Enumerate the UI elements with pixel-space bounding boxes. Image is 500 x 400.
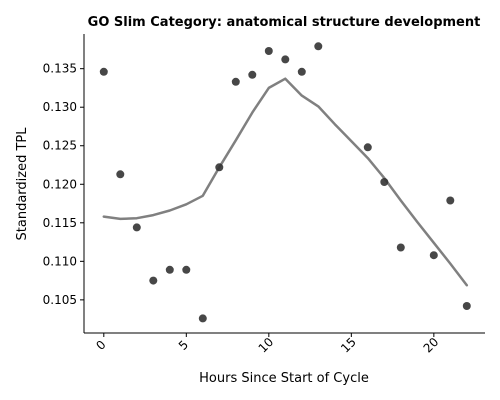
x-tick-label: 20 (421, 335, 442, 356)
data-point (116, 170, 125, 179)
data-point (462, 302, 471, 310)
data-point (396, 243, 405, 252)
data-point (99, 67, 108, 76)
data-point (297, 67, 306, 76)
data-point (248, 70, 257, 79)
y-tick-label: 0.105 (43, 293, 77, 307)
y-axis-label: Standardized TPL (15, 127, 30, 241)
x-tick-label: 15 (338, 335, 359, 356)
x-tick-label: 10 (256, 335, 277, 356)
y-tick-label: 0.125 (43, 139, 77, 153)
data-point (446, 196, 455, 205)
data-point (380, 178, 389, 186)
data-point (281, 55, 290, 64)
x-axis-label: Hours Since Start of Cycle (199, 371, 369, 386)
y-tick-label: 0.135 (43, 62, 77, 76)
data-point (132, 223, 141, 232)
data-point (264, 47, 273, 55)
x-tick-label: 0 (93, 338, 108, 353)
data-point (231, 77, 240, 86)
y-tick-label: 0.110 (43, 254, 77, 268)
plot-area (99, 42, 471, 323)
y-tick-label: 0.115 (43, 216, 77, 230)
x-axis-ticks: 0 5 10 15 20 (93, 333, 441, 356)
data-point (363, 143, 372, 152)
y-axis-ticks: 0.105 0.110 0.115 0.120 0.125 0.130 0.135 (43, 62, 84, 307)
data-point (215, 163, 224, 172)
y-tick-label: 0.130 (43, 100, 77, 114)
data-point (149, 276, 158, 285)
data-point (198, 314, 207, 323)
x-tick-label: 5 (176, 338, 191, 353)
data-point (314, 42, 323, 51)
trend-line (102, 77, 469, 287)
data-point (429, 251, 438, 260)
chart-title: GO Slim Category: anatomical structure d… (88, 15, 481, 30)
data-point (165, 265, 174, 274)
data-point (182, 265, 191, 274)
y-tick-label: 0.120 (43, 177, 77, 191)
